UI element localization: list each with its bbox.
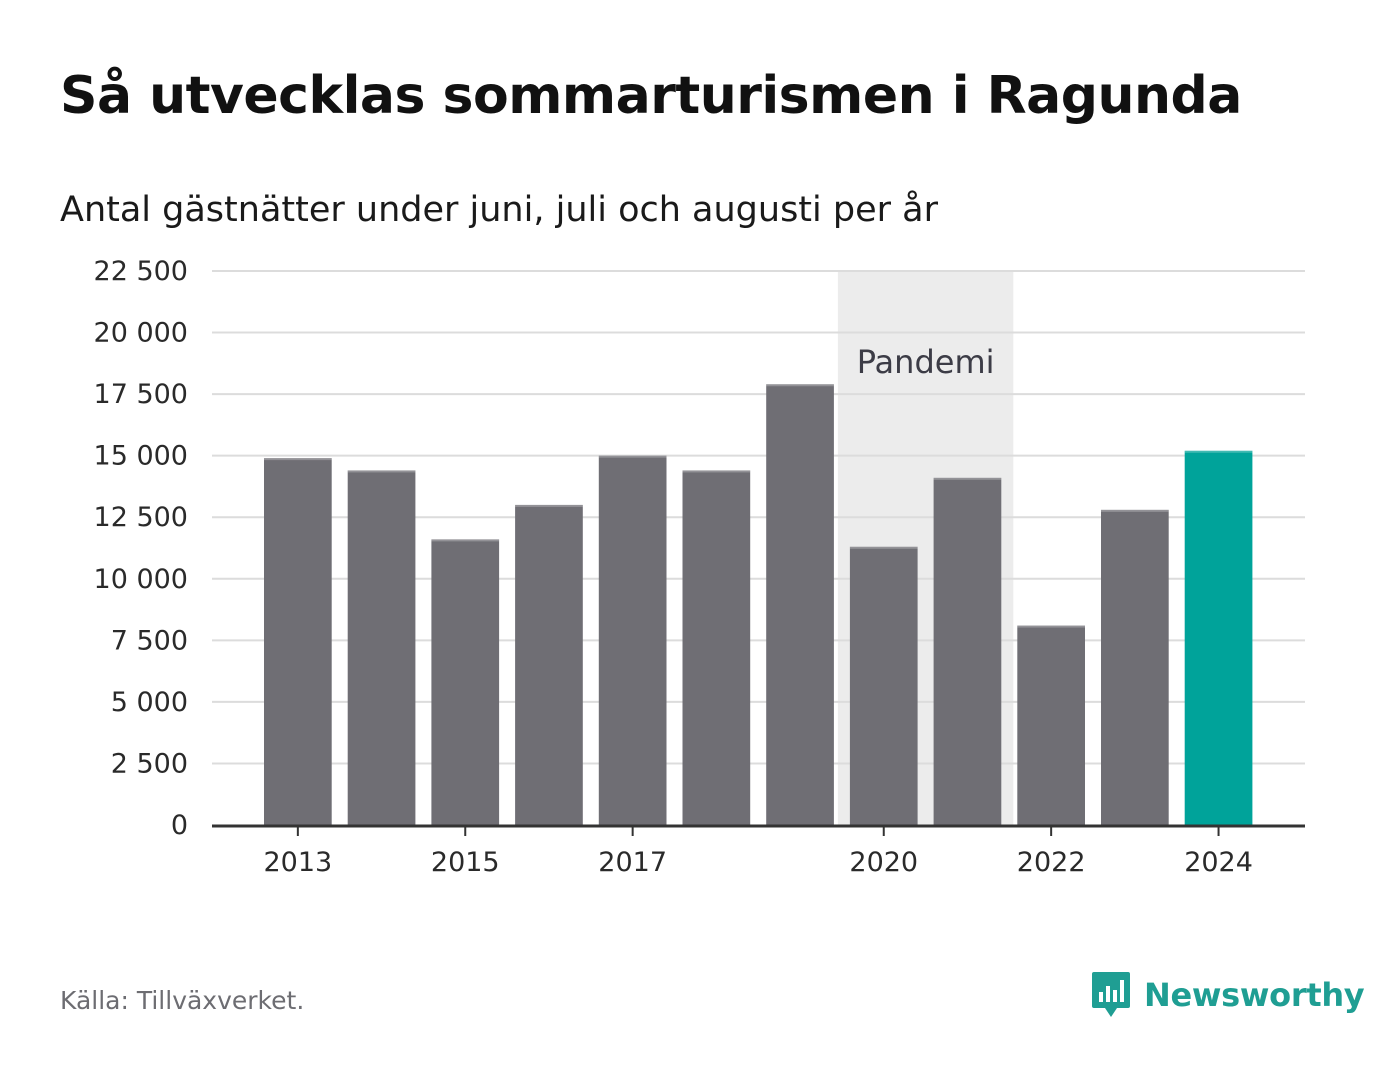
bar-2017 (598, 455, 667, 825)
chart-subtitle: Antal gästnätter under juni, juli och au… (60, 190, 938, 230)
x-tick-label: 2015 (431, 847, 500, 878)
y-tick-label: 12 500 (94, 502, 188, 533)
brand-name: Newsworthy (1144, 976, 1365, 1014)
bar-2016 (515, 504, 583, 825)
bar-top-edge (766, 384, 834, 387)
brand-logo: Newsworthy (1090, 970, 1365, 1020)
bar-2022 (1017, 625, 1085, 825)
y-tick-label: 7 500 (111, 625, 188, 656)
bar-top-edge (431, 539, 500, 542)
bar-top-edge (849, 546, 918, 549)
bar-top-edge (682, 470, 751, 473)
y-tick-label: 5 000 (111, 687, 188, 718)
bar-2018 (682, 470, 751, 825)
bar-2014 (347, 470, 416, 825)
bar-chart-speech-bubble-icon (1092, 972, 1130, 1017)
annotation-label: Pandemi (857, 343, 995, 381)
x-tick-label: 2024 (1184, 847, 1253, 878)
bar-2019 (766, 384, 834, 825)
x-tick-label: 2017 (598, 847, 667, 878)
x-tick-label: 2013 (263, 847, 332, 878)
bar-2015 (431, 539, 500, 825)
y-tick-label: 22 500 (94, 256, 188, 287)
x-tick-label: 2020 (849, 847, 918, 878)
bar-top-edge (933, 477, 1002, 480)
bar-top-edge (515, 504, 583, 507)
y-tick-label: 15 000 (94, 441, 188, 472)
y-tick-label: 10 000 (94, 564, 188, 595)
bar-2013 (264, 458, 332, 825)
bar-2020 (849, 546, 918, 825)
bar-top-edge (1184, 450, 1253, 453)
bar-2024 (1184, 450, 1253, 825)
bar-top-edge (1017, 625, 1085, 628)
x-tick-label: 2022 (1017, 847, 1086, 878)
bar-2023 (1101, 509, 1169, 825)
bar-top-edge (598, 455, 667, 458)
bar-top-edge (1101, 509, 1169, 512)
source-note: Källa: Tillväxverket. (60, 986, 305, 1015)
y-tick-label: 17 500 (94, 379, 188, 410)
bar-2021 (933, 477, 1002, 825)
bar-top-edge (264, 458, 332, 461)
y-tick-label: 20 000 (94, 318, 188, 349)
y-tick-label: 2 500 (111, 748, 188, 779)
bar-top-edge (347, 470, 416, 473)
chart-title: Så utvecklas sommarturismen i Ragunda (60, 66, 1242, 126)
y-tick-label: 0 (171, 810, 188, 841)
